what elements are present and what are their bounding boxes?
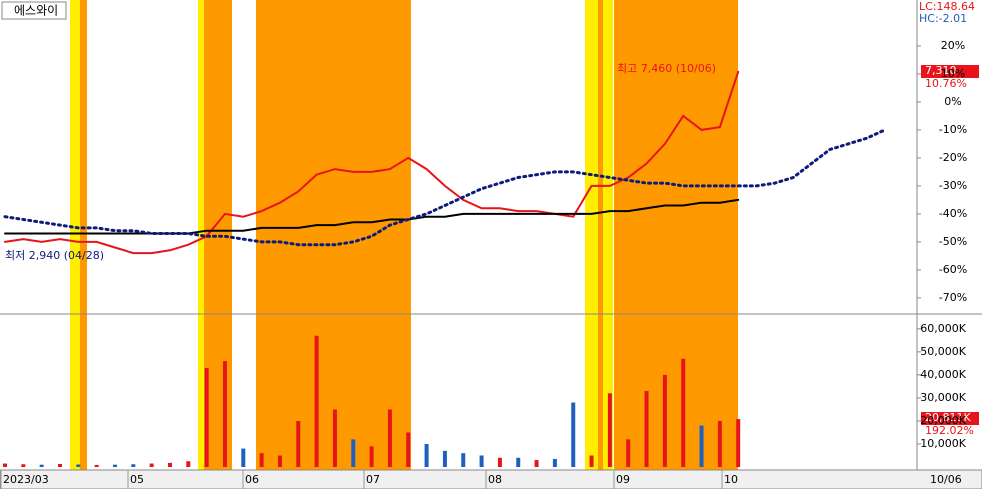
volume-bar bbox=[442, 450, 447, 467]
last-price-box bbox=[921, 65, 979, 78]
y-tick-label: -10% bbox=[939, 123, 967, 136]
hc-label: HC:-2.01 bbox=[919, 12, 967, 25]
volume-bar bbox=[149, 463, 154, 467]
last-volume: 20,811K bbox=[925, 411, 971, 424]
volume-bar bbox=[607, 393, 612, 467]
last-change: 10.76% bbox=[925, 77, 967, 90]
volume-bar bbox=[736, 419, 741, 467]
volume-bar bbox=[461, 453, 466, 467]
volume-bar bbox=[681, 358, 686, 467]
y-tick-label: 30,000K bbox=[920, 391, 966, 404]
band bbox=[80, 0, 87, 470]
band bbox=[70, 0, 80, 470]
x-tick-label: 07 bbox=[366, 473, 380, 486]
volume-bar bbox=[204, 367, 209, 467]
volume-bar bbox=[717, 420, 722, 467]
volume-bar bbox=[644, 391, 649, 467]
volume-bar bbox=[259, 453, 264, 467]
y-tick-label: 10,000K bbox=[920, 437, 966, 450]
volume-bar bbox=[516, 457, 521, 467]
x-tick-label: 10 bbox=[724, 473, 738, 486]
y-tick-label: -40% bbox=[939, 207, 967, 220]
volume-bar bbox=[351, 439, 356, 467]
x-axis-strip bbox=[0, 469, 982, 489]
volume-bar bbox=[626, 439, 631, 467]
volume-bar bbox=[479, 455, 484, 467]
volume-bar bbox=[699, 425, 704, 467]
volume-bar bbox=[589, 455, 594, 467]
volume-bar bbox=[21, 464, 26, 467]
y-tick-label: 20% bbox=[941, 39, 965, 52]
volume-bar bbox=[497, 457, 502, 467]
x-tick-label: 2023/03 bbox=[3, 473, 49, 486]
volume-bar bbox=[167, 462, 172, 467]
y-tick-label: -20% bbox=[939, 151, 967, 164]
volume-bar bbox=[277, 455, 282, 467]
y-tick-label: 50,000K bbox=[920, 345, 966, 358]
volume-bar bbox=[94, 464, 99, 467]
y-tick-label: 0% bbox=[944, 95, 961, 108]
volume-bar bbox=[3, 463, 7, 467]
high-label: 최고 7,460 (10/06) bbox=[617, 62, 716, 75]
y-tick-label: -30% bbox=[939, 179, 967, 192]
volume-bar bbox=[57, 464, 62, 467]
x-tick-label: 09 bbox=[616, 473, 630, 486]
volume-bar bbox=[424, 443, 429, 467]
price-line bbox=[3, 128, 887, 247]
y-tick-label: -50% bbox=[939, 235, 967, 248]
last-volume-box bbox=[921, 412, 979, 425]
volume-bar bbox=[222, 361, 227, 467]
volume-bar bbox=[571, 402, 576, 467]
highlight-bands bbox=[70, 0, 738, 470]
y-tick-label: -70% bbox=[939, 291, 967, 304]
volume-bar bbox=[406, 432, 411, 467]
last-price: 7,310 bbox=[925, 64, 957, 77]
volume-bar bbox=[39, 464, 44, 467]
volume-bar bbox=[186, 461, 191, 467]
y-tick-label: 40,000K bbox=[920, 368, 966, 381]
volume-bar bbox=[314, 335, 319, 467]
low-label: 최저 2,940 (04/28) bbox=[5, 249, 104, 262]
band bbox=[603, 0, 613, 470]
last-volume-ratio: 192.02% bbox=[925, 424, 974, 437]
y-tick-label: 10% bbox=[941, 67, 965, 80]
y-tick-label: 60,000K bbox=[920, 322, 966, 335]
x-tick-label: 05 bbox=[130, 473, 144, 486]
price-line bbox=[4, 198, 740, 235]
chart-title: 에스와이 bbox=[14, 4, 58, 18]
band bbox=[585, 0, 598, 470]
volume-bar bbox=[332, 409, 337, 467]
price-line bbox=[4, 70, 740, 255]
volume-bar bbox=[534, 460, 539, 467]
volume-bar bbox=[131, 464, 136, 467]
volume-bar bbox=[241, 448, 246, 467]
cursor-date: 10/06 bbox=[930, 473, 962, 486]
band bbox=[256, 0, 411, 470]
volume-bar bbox=[662, 374, 667, 467]
volume-bar bbox=[76, 464, 81, 467]
y-tick-label: -60% bbox=[939, 263, 967, 276]
x-tick-label: 06 bbox=[245, 473, 259, 486]
volume-bar bbox=[296, 420, 301, 467]
volume-bar bbox=[369, 446, 374, 467]
band bbox=[614, 0, 738, 470]
y-tick-label: 20,000K bbox=[920, 414, 966, 427]
x-tick-label: 08 bbox=[488, 473, 502, 486]
volume-bar bbox=[112, 464, 117, 467]
title-box bbox=[1, 1, 67, 20]
volume-bar bbox=[387, 409, 392, 467]
band bbox=[598, 0, 603, 470]
volume-bar bbox=[552, 458, 557, 467]
lc-label: LC:148.64 bbox=[919, 0, 975, 13]
